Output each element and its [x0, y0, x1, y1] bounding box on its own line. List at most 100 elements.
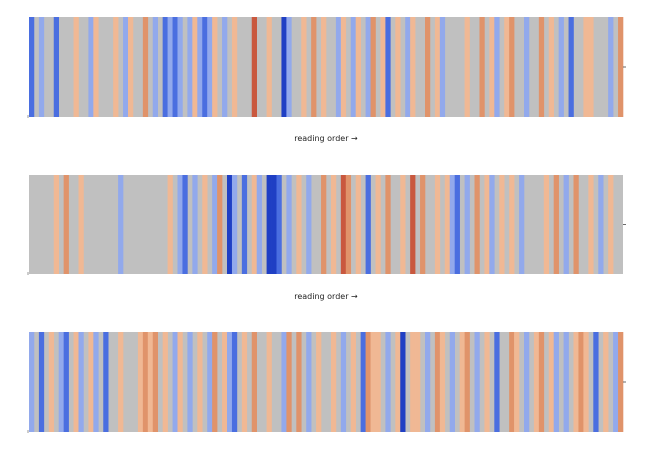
heatmap-cell — [231, 332, 238, 432]
heatmap-cell — [222, 17, 228, 117]
heatmap-cell — [494, 332, 500, 432]
heatmap-cell — [197, 17, 203, 117]
heatmap-cell — [222, 332, 228, 432]
heatmap-cell — [355, 17, 361, 117]
heatmap-cell — [533, 332, 540, 432]
heatmap-cell — [63, 175, 69, 274]
x-axis-label: reading order → — [294, 134, 358, 143]
heatmap-panel-3 — [27, 332, 626, 433]
heatmap-cell — [410, 175, 416, 274]
heatmap-cell — [499, 175, 505, 274]
heatmap-cell — [88, 17, 94, 117]
heatmap-cell — [306, 175, 312, 274]
heatmap-cell — [311, 17, 317, 117]
heatmap-cell — [53, 17, 59, 117]
heatmap-cell — [123, 17, 129, 117]
heatmap-cell — [281, 332, 287, 432]
heatmap-cell — [434, 332, 441, 432]
heatmap-cell — [618, 17, 624, 117]
heatmap-cell — [142, 332, 149, 432]
heatmap-cell — [251, 17, 257, 117]
heatmap-cell — [78, 332, 84, 432]
heatmap-cell — [316, 332, 322, 432]
heatmap-cell — [202, 175, 208, 274]
heatmap-cell — [434, 17, 441, 117]
heatmap-cell — [538, 332, 545, 432]
heatmap-cell — [375, 332, 381, 432]
heatmap-cell — [217, 175, 223, 274]
heatmap-cell — [152, 332, 158, 432]
heatmap-cell — [365, 17, 371, 117]
heatmap-cell — [187, 332, 193, 432]
heatmap-cell — [29, 17, 35, 117]
heatmap-cell — [400, 175, 406, 274]
heatmap-cell — [578, 332, 584, 432]
heatmap-cell — [227, 175, 233, 274]
heatmap-cell — [598, 175, 604, 274]
heatmap-cell — [212, 175, 218, 274]
heatmap-cell — [306, 332, 312, 432]
heatmap-cell — [231, 175, 238, 274]
heatmap-cell — [395, 17, 401, 117]
heatmap-cell — [78, 175, 84, 274]
heatmap-cell — [251, 332, 257, 432]
heatmap-cell — [563, 332, 569, 432]
heatmap-cell — [509, 175, 515, 274]
heatmap-cell — [400, 332, 406, 432]
heatmap-cell — [162, 332, 168, 432]
heatmap-cell — [345, 175, 352, 274]
heatmap-cell — [444, 175, 451, 274]
heatmap-cell — [434, 175, 441, 274]
heatmap-cell — [227, 332, 233, 432]
heatmap-cell — [340, 332, 347, 432]
heatmap-cell — [464, 17, 470, 117]
heatmap-cell — [543, 175, 550, 274]
heatmap-cell — [212, 17, 218, 117]
heatmap-cell — [355, 175, 361, 274]
heatmap-cell — [583, 332, 589, 432]
heatmap-cell — [321, 17, 327, 117]
heatmap-cell — [420, 175, 426, 274]
heatmap-cell — [162, 17, 168, 117]
heatmap-cell — [142, 17, 149, 117]
heatmap-cell — [241, 332, 248, 432]
heatmap-cell — [172, 332, 178, 432]
heatmap-cell — [474, 332, 480, 432]
heatmap-cell — [425, 17, 431, 117]
heatmap-cell — [474, 175, 480, 274]
heatmap-cell — [568, 17, 574, 117]
heatmap-cell — [613, 332, 619, 432]
heatmap-cell — [365, 175, 371, 274]
heatmap-cell — [207, 17, 213, 117]
heatmap-cell — [118, 332, 124, 432]
heatmap-cell — [484, 332, 490, 432]
heatmap-cell — [118, 175, 124, 274]
heatmap-cell — [439, 332, 446, 432]
heatmap-cell — [484, 175, 490, 274]
heatmap-cell — [410, 332, 416, 432]
heatmap-cell — [509, 332, 515, 432]
heatmap-cell — [380, 17, 386, 117]
heatmap-cell — [296, 175, 302, 274]
heatmap-cell — [558, 17, 564, 117]
heatmap-cell — [439, 17, 446, 117]
heatmap-cell — [340, 175, 347, 274]
heatmap-cell — [573, 332, 579, 432]
heatmap-cell — [207, 332, 213, 432]
heatmap-cell — [73, 332, 79, 432]
heatmap-cell — [137, 332, 144, 432]
heatmap-cell — [301, 17, 307, 117]
heatmap-cell — [509, 17, 515, 117]
heatmap-cell — [375, 175, 381, 274]
heatmap-cell — [340, 17, 347, 117]
heatmap-cell — [212, 332, 218, 432]
x-axis-label: reading order → — [294, 292, 358, 301]
heatmap-cell — [231, 17, 238, 117]
heatmap-cell — [330, 332, 337, 432]
heatmap-cell — [103, 332, 109, 432]
heatmap-cell — [113, 17, 119, 117]
heatmap-cell — [464, 175, 470, 274]
heatmap-cell — [464, 332, 470, 432]
heatmap-cell — [360, 332, 366, 432]
heatmap-cell — [286, 17, 292, 117]
